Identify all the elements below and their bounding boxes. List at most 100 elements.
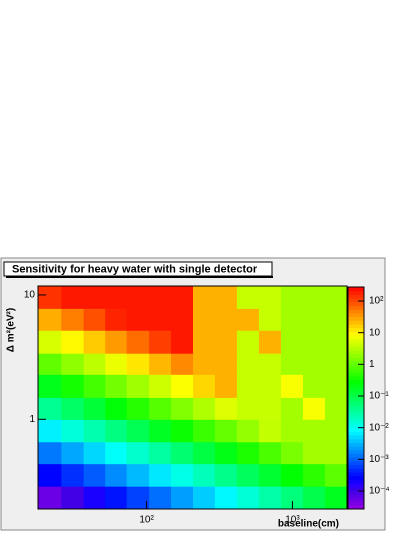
cell (38, 397, 62, 420)
color-bar-step (348, 398, 364, 403)
color-bar-step (348, 401, 364, 406)
cell (105, 374, 128, 398)
cell (126, 374, 150, 398)
z-tick-label: 1 (369, 359, 375, 370)
cell (38, 419, 62, 443)
color-bar-step (348, 335, 364, 340)
color-bar-step (348, 361, 364, 366)
cell (280, 286, 304, 309)
cell (171, 330, 194, 354)
color-bar-step (348, 464, 364, 469)
cell (214, 308, 238, 331)
cell (214, 286, 238, 309)
color-bar-step (348, 383, 364, 388)
z-tick-label: 10⁻² (369, 422, 389, 433)
cell (105, 419, 128, 443)
color-bar-step (348, 349, 364, 355)
color-bar-step (348, 490, 364, 495)
cell (192, 308, 216, 331)
cell (302, 330, 326, 354)
cell (38, 441, 62, 465)
cell (171, 308, 194, 331)
cell (236, 441, 260, 465)
color-bar-step (348, 324, 364, 329)
cell (302, 308, 326, 331)
cell (105, 397, 128, 420)
cell (236, 463, 260, 487)
cell (258, 397, 282, 420)
color-bar-step (348, 316, 364, 321)
color-bar-step (348, 412, 364, 417)
color-bar-step (348, 460, 364, 466)
cell (149, 486, 172, 510)
cell (61, 463, 85, 487)
cell (192, 330, 216, 354)
cell (105, 463, 128, 487)
cell (83, 441, 106, 465)
color-bar-step (348, 435, 364, 440)
cell (258, 286, 282, 309)
color-bar-step (348, 346, 364, 351)
cell (105, 441, 128, 465)
cell (171, 486, 194, 510)
color-bar-step (348, 320, 364, 325)
cell (149, 308, 172, 331)
cell (192, 419, 216, 443)
cell (149, 353, 172, 375)
cell (324, 353, 348, 375)
color-bar-step (348, 338, 364, 343)
cell (149, 419, 172, 443)
color-bar-step (348, 494, 364, 499)
cell (38, 353, 62, 375)
cell (61, 286, 85, 309)
cell (324, 286, 348, 309)
cell (61, 353, 85, 375)
cell (258, 330, 282, 354)
cell (324, 308, 348, 331)
cell (258, 419, 282, 443)
cell (192, 486, 216, 510)
cell (126, 419, 150, 443)
color-bar-step (348, 386, 364, 392)
y-axis-label: Δ m²(eV²) (6, 308, 17, 352)
cell (126, 330, 150, 354)
cell (324, 330, 348, 354)
cell (61, 330, 85, 354)
cell (38, 286, 62, 309)
cell (302, 463, 326, 487)
cell (280, 330, 304, 354)
cell (105, 286, 128, 309)
cell (105, 330, 128, 354)
cell (61, 419, 85, 443)
z-tick-label: 10 (369, 327, 381, 338)
color-bar-step (348, 442, 364, 447)
cell (83, 374, 106, 398)
cell (38, 308, 62, 331)
color-bar-step (348, 405, 364, 410)
plot-frame (37, 285, 348, 510)
color-bar-step (348, 457, 364, 462)
cell (105, 353, 128, 375)
cell (258, 486, 282, 510)
cell (149, 286, 172, 309)
cell (61, 441, 85, 465)
color-bar-step (348, 375, 364, 380)
cell (302, 486, 326, 510)
x-tick-label: 10³ (285, 515, 300, 526)
cell (324, 486, 348, 510)
cell (280, 419, 304, 443)
color-bar-step (348, 294, 364, 299)
cell (258, 374, 282, 398)
cell (302, 419, 326, 443)
cell (83, 486, 106, 510)
cell (324, 397, 348, 420)
color-bar-step (348, 364, 364, 369)
cell (126, 353, 150, 375)
cell (214, 486, 238, 510)
color-bar-step (348, 327, 364, 332)
cell (236, 486, 260, 510)
cell (149, 397, 172, 420)
color-bar-step (348, 497, 364, 503)
color-bar-step (348, 483, 364, 488)
